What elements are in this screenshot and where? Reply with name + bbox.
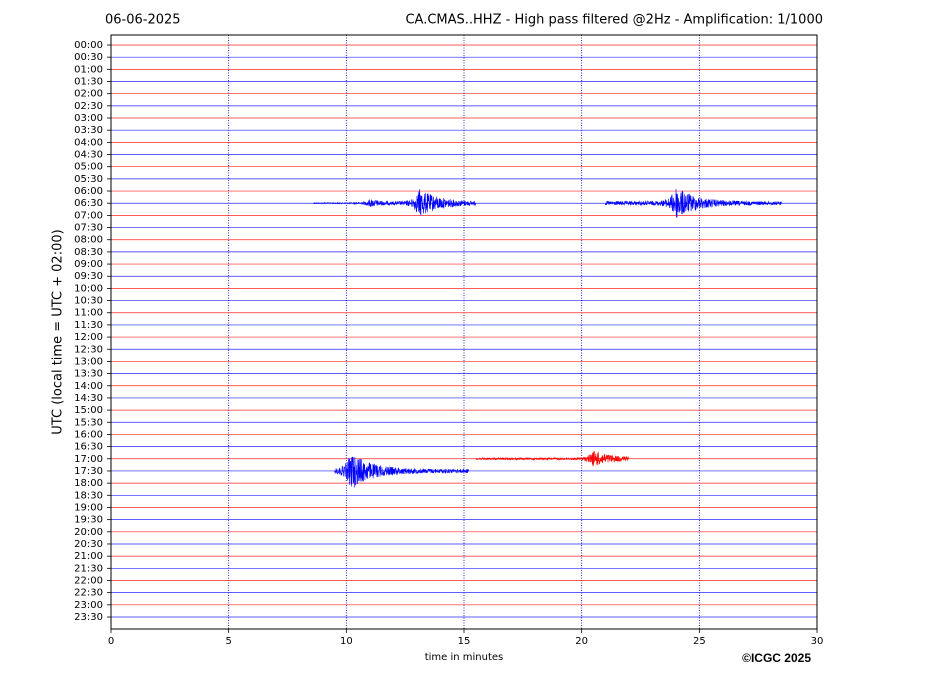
y-tick-label: 14:30 (74, 393, 103, 404)
y-tick-label: 19:30 (74, 515, 103, 526)
y-tick-label: 15:30 (74, 417, 103, 428)
y-tick-label: 00:00 (74, 40, 103, 51)
y-tick-label: 16:30 (74, 442, 103, 453)
y-tick-label: 19:00 (74, 502, 103, 513)
y-tick-label: 07:30 (74, 223, 103, 234)
y-tick-label: 12:00 (74, 332, 103, 343)
y-tick-label: 21:00 (74, 551, 103, 562)
y-tick-label: 04:00 (74, 137, 103, 148)
x-tick-label: 5 (225, 636, 231, 647)
y-tick-label: 00:30 (74, 52, 103, 63)
y-tick-label: 18:30 (74, 490, 103, 501)
y-tick-label: 09:00 (74, 259, 103, 270)
y-tick-label: 06:30 (74, 198, 103, 209)
y-tick-label: 03:00 (74, 113, 103, 124)
x-tick-label: 20 (575, 636, 588, 647)
x-tick-label: 25 (693, 636, 706, 647)
y-tick-label: 21:30 (74, 563, 103, 574)
y-tick-label: 09:30 (74, 271, 103, 282)
y-tick-label: 20:30 (74, 539, 103, 550)
y-tick-label: 06:00 (74, 186, 103, 197)
y-tick-label: 15:00 (74, 405, 103, 416)
y-tick-label: 17:30 (74, 466, 103, 477)
x-tick-label: 30 (811, 636, 824, 647)
y-axis-label: UTC (local time = UTC + 02:00) (51, 229, 66, 434)
y-tick-label: 07:00 (74, 210, 103, 221)
y-tick-label: 22:00 (74, 575, 103, 586)
y-tick-label: 11:00 (74, 308, 103, 319)
seismic-burst (313, 199, 394, 207)
y-tick-label: 22:30 (74, 588, 103, 599)
y-tick-label: 16:00 (74, 429, 103, 440)
x-tick-label: 0 (108, 636, 114, 647)
y-tick-label: 08:30 (74, 247, 103, 258)
seismic-burst (604, 188, 782, 218)
y-tick-label: 01:30 (74, 77, 103, 88)
credit: ©ICGC 2025 (742, 651, 811, 665)
seismic-burst (475, 451, 629, 467)
plot-frame (110, 34, 818, 630)
y-tick-label: 14:00 (74, 381, 103, 392)
y-tick-label: 05:00 (74, 162, 103, 173)
y-tick-label: 17:00 (74, 454, 103, 465)
y-tick-label: 10:30 (74, 296, 103, 307)
seismic-burst (393, 189, 477, 216)
y-tick-label: 13:00 (74, 356, 103, 367)
x-tick-label: 10 (340, 636, 353, 647)
y-tick-label: 10:00 (74, 283, 103, 294)
y-tick-label: 20:00 (74, 527, 103, 538)
y-tick-label: 04:30 (74, 150, 103, 161)
y-tick-label: 03:30 (74, 125, 103, 136)
y-tick-label: 08:00 (74, 235, 103, 246)
x-axis-label: time in minutes (425, 652, 504, 663)
y-tick-label: 01:00 (74, 64, 103, 75)
y-tick-label: 18:00 (74, 478, 103, 489)
y-tick-label: 11:30 (74, 320, 103, 331)
x-tick-label: 15 (458, 636, 471, 647)
y-tick-label: 13:30 (74, 369, 103, 380)
chart-subtitle: CA.CMAS..HHZ - High pass filtered @2Hz -… (405, 13, 823, 28)
y-tick-label: 02:00 (74, 89, 103, 100)
y-tick-label: 05:30 (74, 174, 103, 185)
y-tick-label: 23:00 (74, 600, 103, 611)
y-tick-label: 12:30 (74, 344, 103, 355)
y-tick-label: 23:30 (74, 612, 103, 623)
y-tick-label: 02:30 (74, 101, 103, 112)
seismic-burst (334, 456, 469, 488)
chart-title: 06-06-2025 (105, 13, 181, 28)
